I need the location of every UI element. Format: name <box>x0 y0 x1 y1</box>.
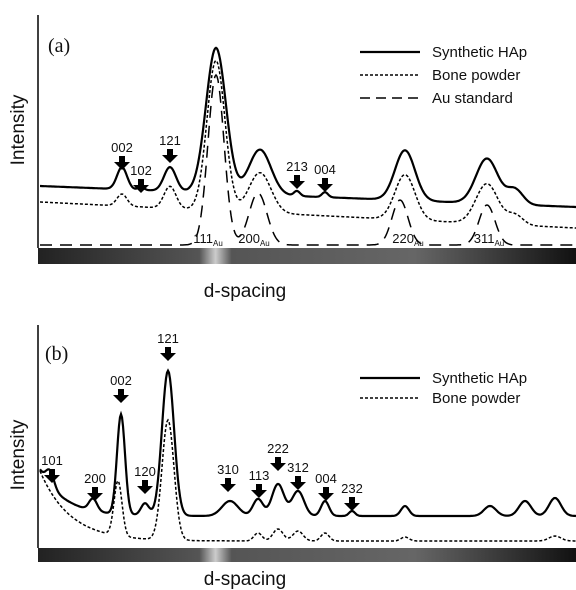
peak-label: 310 <box>217 462 239 477</box>
peak-arrow <box>318 487 334 501</box>
panel-label: (a) <box>48 35 70 57</box>
panel-label: (b) <box>45 343 68 365</box>
peak-label: 213 <box>286 159 308 174</box>
peak-label: 121 <box>157 331 179 346</box>
peak-arrow <box>270 457 286 471</box>
x-strip <box>38 548 576 562</box>
peak-arrow <box>114 156 130 170</box>
au-peak-label: 220Au <box>392 231 424 248</box>
peak-arrow <box>289 175 305 189</box>
au-subscript: Au <box>260 239 270 248</box>
peak-label: 121 <box>159 133 181 148</box>
legend-label: Bone powder <box>432 67 520 84</box>
peak-arrow <box>290 476 306 490</box>
peak-arrow <box>137 480 153 494</box>
legend-label: Bone powder <box>432 390 520 407</box>
peak-label: 113 <box>249 468 270 483</box>
peak-arrow <box>133 179 149 193</box>
peak-label: 101 <box>41 453 63 468</box>
peak-label: 002 <box>110 373 132 388</box>
x-label: d-spacing <box>204 281 286 302</box>
peak-label: 222 <box>267 441 289 456</box>
au-index: 311 <box>474 231 495 246</box>
au-subscript: Au <box>414 239 424 248</box>
peak-label: 002 <box>111 140 133 155</box>
x-label: d-spacing <box>204 569 286 590</box>
peak-label: 004 <box>314 162 336 177</box>
peak-arrow <box>162 149 178 163</box>
au-peak-label: 111Au <box>193 231 223 248</box>
peak-label: 004 <box>315 471 337 486</box>
peak-arrow <box>344 497 360 511</box>
peak-arrow <box>220 478 236 492</box>
peak-label: 312 <box>287 460 309 475</box>
spectrum-curve <box>40 420 576 541</box>
au-subscript: Au <box>494 239 504 248</box>
au-index: 200 <box>238 231 260 246</box>
au-index: 220 <box>392 231 414 246</box>
peak-arrow <box>113 389 129 403</box>
legend-label: Synthetic HAp <box>432 370 527 387</box>
legend-label: Au standard <box>432 90 513 107</box>
y-label: Intensity <box>8 419 29 490</box>
au-peak-label: 311Au <box>474 231 505 248</box>
peak-arrow <box>317 178 333 192</box>
au-subscript: Au <box>213 239 223 248</box>
figure: (a) Intensity d-spacing Synthetic HAp Bo… <box>0 0 576 590</box>
peak-label: 200 <box>84 471 106 486</box>
au-peak-label: 200Au <box>238 231 270 248</box>
peak-arrow <box>87 487 103 501</box>
au-index: 111 <box>193 231 213 246</box>
y-label: Intensity <box>8 94 29 165</box>
legend-label: Synthetic HAp <box>432 44 527 61</box>
peak-label: 120 <box>134 464 156 479</box>
peak-label: 102 <box>130 163 152 178</box>
x-strip <box>38 248 576 264</box>
peak-label: 232 <box>341 481 363 496</box>
peak-arrow <box>160 347 176 361</box>
peak-arrow <box>251 484 267 498</box>
